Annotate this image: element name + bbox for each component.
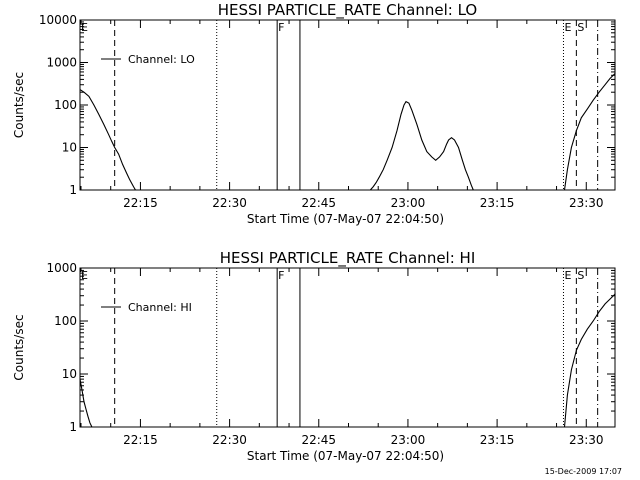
- y-tick-label: 10000: [39, 13, 77, 27]
- x-tick-label: 23:15: [480, 196, 515, 210]
- plot-frame: [79, 267, 616, 428]
- series-line: [563, 292, 616, 428]
- event-marker-label: S: [577, 269, 584, 282]
- plot-frame: [79, 19, 616, 191]
- event-marker-label: E: [81, 269, 88, 282]
- y-tick-label: 100: [54, 98, 77, 112]
- x-tick-label: 23:00: [391, 433, 426, 447]
- x-axis-label: Start Time (07-May-07 22:04:50): [247, 212, 444, 226]
- y-tick-label: 100: [54, 314, 77, 328]
- footer-date-stamp: 15-Dec-2009 17:07: [545, 467, 622, 476]
- x-tick-label: 23:30: [569, 196, 604, 210]
- x-axis-label: Start Time (07-May-07 22:04:50): [247, 449, 444, 463]
- x-tick-label: 23:00: [391, 196, 426, 210]
- x-tick-label: 22:15: [123, 433, 158, 447]
- x-tick-label: 23:15: [480, 433, 515, 447]
- event-marker-label: E: [564, 269, 571, 282]
- series-line: [369, 100, 474, 191]
- y-axis-label: Counts/sec: [12, 314, 26, 380]
- y-tick-label: 1: [69, 183, 77, 197]
- legend-label: Channel: HI: [128, 301, 192, 314]
- y-tick-label: 1000: [46, 261, 77, 275]
- chart-title: HESSI PARTICLE_RATE Channel: LO: [218, 1, 477, 20]
- x-tick-label: 22:45: [301, 196, 336, 210]
- event-marker-label: E: [81, 21, 88, 34]
- legend-label: Channel: LO: [128, 53, 195, 66]
- event-marker-label: S: [577, 21, 584, 34]
- y-axis-label: Counts/sec: [12, 72, 26, 138]
- y-tick-label: 10: [62, 141, 77, 155]
- series-line: [79, 89, 136, 191]
- series-line: [79, 379, 93, 428]
- x-tick-label: 22:45: [301, 433, 336, 447]
- x-tick-label: 22:30: [212, 196, 247, 210]
- event-marker-label: F: [278, 269, 284, 282]
- chart-title: HESSI PARTICLE_RATE Channel: HI: [220, 249, 476, 268]
- series-line: [563, 62, 616, 191]
- y-tick-label: 10: [62, 367, 77, 381]
- x-tick-label: 22:15: [123, 196, 158, 210]
- y-tick-label: 1000: [46, 56, 77, 70]
- event-marker-label: E: [564, 21, 571, 34]
- x-tick-label: 22:30: [212, 433, 247, 447]
- x-tick-label: 23:30: [569, 433, 604, 447]
- y-tick-label: 1: [69, 420, 77, 434]
- event-marker-label: F: [278, 21, 284, 34]
